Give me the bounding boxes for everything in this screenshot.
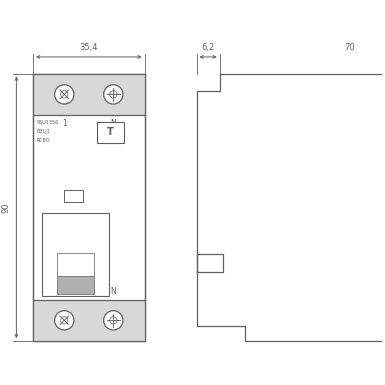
Circle shape — [110, 317, 117, 324]
Circle shape — [110, 91, 117, 98]
Circle shape — [60, 91, 68, 98]
Bar — [33, 74, 144, 115]
Text: RCBO: RCBO — [37, 138, 50, 143]
Bar — [57, 276, 94, 294]
Text: 70: 70 — [344, 44, 355, 52]
Circle shape — [55, 85, 74, 104]
Text: 2: 2 — [62, 287, 67, 296]
Text: 1: 1 — [62, 119, 67, 128]
Text: N: N — [110, 287, 116, 296]
Text: B3LJ1: B3LJ1 — [37, 129, 51, 134]
Bar — [33, 74, 144, 341]
Circle shape — [55, 311, 74, 330]
Bar — [33, 74, 144, 341]
Circle shape — [104, 85, 123, 104]
Bar — [97, 122, 124, 143]
Bar — [64, 190, 83, 202]
Bar — [33, 300, 144, 341]
Text: T: T — [107, 127, 114, 137]
Text: 6,2: 6,2 — [201, 44, 215, 52]
Text: 35,4: 35,4 — [80, 44, 98, 52]
Circle shape — [104, 311, 123, 330]
Text: N: N — [110, 119, 116, 128]
Bar — [57, 253, 94, 276]
Circle shape — [60, 317, 68, 324]
Bar — [42, 213, 109, 296]
Text: 5SU1356: 5SU1356 — [37, 120, 59, 125]
Text: 90: 90 — [2, 202, 11, 213]
